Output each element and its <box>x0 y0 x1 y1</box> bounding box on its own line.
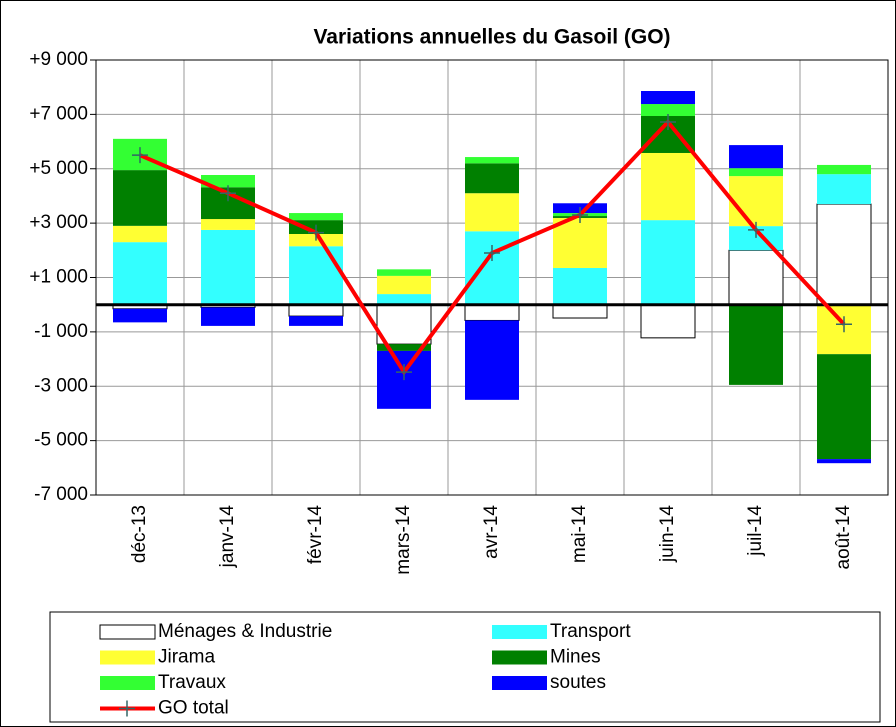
y-tick-label: -5 000 <box>34 430 88 451</box>
bar <box>113 225 167 243</box>
y-tick-label: -1 000 <box>34 321 88 342</box>
bar <box>289 246 343 305</box>
bar <box>641 104 695 117</box>
bar <box>729 168 783 177</box>
bar <box>465 157 519 164</box>
bar <box>465 163 519 194</box>
bar <box>465 231 519 305</box>
legend-label: Transport <box>550 621 631 642</box>
bar <box>113 170 167 226</box>
bar <box>289 213 343 221</box>
bar <box>376 304 432 345</box>
x-tick-label: mars-14 <box>393 505 414 575</box>
bar <box>729 304 783 385</box>
line-marker <box>132 147 148 164</box>
bar <box>729 145 783 169</box>
bar <box>289 316 343 326</box>
bar <box>201 219 255 230</box>
line-marker <box>308 224 324 241</box>
chart-title: Variations annuelles du Gasoil (GO) <box>313 26 670 49</box>
y-tick-label: -7 000 <box>34 484 88 505</box>
x-tick-label: juin-14 <box>657 505 678 563</box>
line-marker <box>220 185 236 202</box>
line-marker <box>660 113 676 130</box>
y-tick-label: +1 000 <box>29 267 88 288</box>
bar <box>817 354 871 460</box>
x-tick-label: janv-14 <box>217 505 238 569</box>
y-tick-label: +7 000 <box>29 103 88 124</box>
bar <box>288 304 344 317</box>
bar <box>641 90 695 105</box>
bar <box>377 275 431 295</box>
bar <box>817 174 871 205</box>
bar <box>201 307 255 326</box>
legend-label: Mines <box>550 647 601 668</box>
legend-swatch <box>99 624 156 640</box>
bar <box>201 229 255 305</box>
bar <box>640 304 696 339</box>
x-tick-label: juil-14 <box>745 505 766 557</box>
bar <box>113 242 167 305</box>
bar <box>817 459 871 464</box>
line-marker <box>572 206 588 223</box>
legend-marker <box>119 700 135 717</box>
bar <box>465 193 519 232</box>
bar <box>464 304 520 321</box>
x-tick-label: févr-14 <box>305 505 326 565</box>
x-tick-label: mai-14 <box>569 505 590 564</box>
legend-swatch <box>492 676 547 690</box>
y-tick-label: +5 000 <box>29 158 88 179</box>
x-tick-label: août-14 <box>833 505 854 570</box>
legend-swatch <box>100 676 155 690</box>
legend-swatch <box>492 650 547 665</box>
bar <box>553 217 607 268</box>
bar <box>729 176 783 227</box>
bar <box>201 175 255 188</box>
legend-label: soutes <box>550 672 606 693</box>
legend-label: Ménages & Industrie <box>158 621 332 642</box>
legend-swatch <box>492 625 547 639</box>
y-tick-label: +9 000 <box>29 49 88 70</box>
y-tick-label: -3 000 <box>34 375 88 396</box>
line-marker <box>396 364 412 381</box>
bar <box>816 203 872 306</box>
bar <box>641 152 695 221</box>
bar <box>113 308 167 323</box>
legend <box>49 611 881 723</box>
line-marker <box>836 316 852 333</box>
bar <box>817 164 871 175</box>
legend-label: Jirama <box>158 647 215 668</box>
legend-label: Travaux <box>158 672 226 693</box>
bar <box>553 267 607 305</box>
y-tick-label: +3 000 <box>29 212 88 233</box>
line-marker <box>748 221 764 238</box>
plot-frame <box>95 59 889 496</box>
bar <box>377 344 431 351</box>
bar <box>465 320 519 400</box>
bar <box>641 220 695 305</box>
bar <box>552 304 608 319</box>
line-marker <box>484 245 500 262</box>
bar <box>377 294 431 305</box>
bar <box>377 269 431 276</box>
x-tick-label: avr-14 <box>481 505 502 559</box>
legend-label: GO total <box>158 698 229 719</box>
bar <box>728 249 784 306</box>
legend-swatch <box>100 650 155 665</box>
x-tick-label: déc-13 <box>129 505 150 563</box>
